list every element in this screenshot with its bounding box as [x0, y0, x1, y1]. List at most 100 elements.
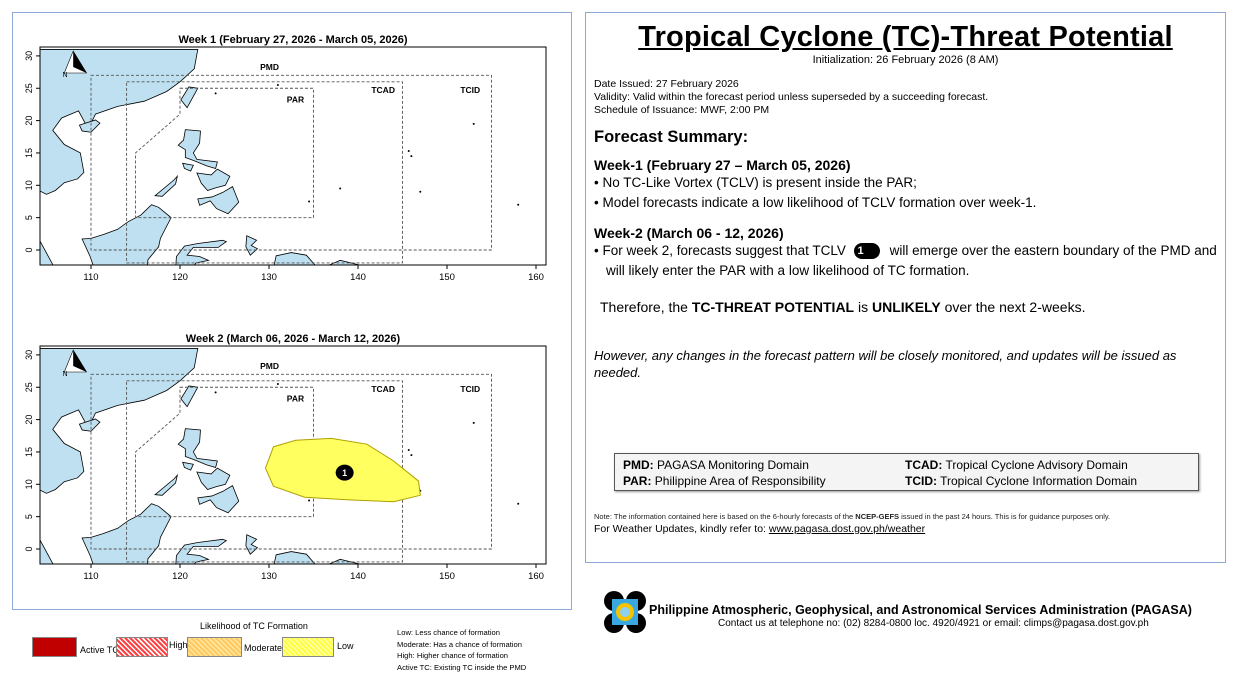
landmass	[40, 539, 54, 564]
tclv-marker	[335, 464, 354, 481]
x-tick-label: 130	[261, 272, 277, 283]
text: over the next 2-weeks.	[940, 299, 1086, 315]
weather-link[interactable]: www.pagasa.dost.gov.ph/weather	[768, 523, 926, 535]
swatch-high	[116, 637, 168, 657]
y-tick-label: 10	[24, 479, 34, 489]
text: issued in the past 24 hours. This is for…	[899, 512, 1111, 521]
par-boundary	[135, 386, 314, 518]
landmass	[177, 428, 218, 468]
explanation-low: Low: Less chance of formation	[397, 628, 500, 637]
week1-bullet: • Model forecasts indicate a low likelih…	[594, 195, 1037, 210]
x-tick-label: 140	[350, 272, 366, 283]
domain-label-par: PAR	[287, 393, 304, 403]
pmd-boundary	[90, 74, 492, 251]
y-tick-label: 5	[24, 514, 34, 519]
landmass	[197, 485, 240, 514]
landmass	[197, 186, 240, 215]
forecast-maps: Week 1 (February 27, 2026 - March 05, 20…	[24, 34, 547, 582]
y-tick-label: 15	[24, 447, 34, 457]
island	[517, 203, 520, 206]
x-tick-label: 120	[172, 571, 188, 582]
domain-name: Tropical Cyclone Advisory Domain	[945, 458, 1128, 472]
domain-name: PAGASA Monitoring Domain	[657, 458, 809, 472]
island	[410, 155, 413, 158]
pagasa-logo	[604, 591, 646, 633]
domain-abbr: PMD:	[623, 458, 654, 472]
validity: Validity: Valid within the forecast peri…	[594, 91, 989, 103]
island	[308, 200, 311, 203]
landmass	[154, 473, 179, 496]
legend-high: High	[169, 640, 188, 650]
map-title: Week 1 (February 27, 2026 - March 05, 20…	[178, 34, 407, 46]
landmass	[78, 119, 101, 133]
landmass	[78, 418, 101, 432]
threat-label: TC-THREAT POTENTIAL	[691, 299, 855, 315]
north-arrow-icon: N	[63, 50, 88, 79]
x-tick-label: 120	[172, 272, 188, 283]
domain-label-tcid: TCID	[460, 384, 480, 394]
landmass	[273, 551, 362, 564]
par-boundary	[135, 87, 314, 219]
swatch-low	[282, 637, 334, 657]
legend-title: Likelihood of TC Formation	[200, 621, 308, 631]
domain-abbr: PAR:	[623, 474, 652, 488]
tcad-boundary	[126, 380, 403, 563]
landmass	[180, 385, 199, 408]
week2-text-cont: will emerge over the eastern boundary of…	[606, 243, 1217, 278]
note: Note: The information contained here is …	[594, 512, 1110, 521]
island	[339, 187, 342, 190]
org-name: Philippine Atmospheric, Geophysical, and…	[649, 603, 1192, 617]
island	[214, 92, 217, 95]
plot-frame	[39, 345, 547, 565]
explanation-high: High: Higher chance of formation	[397, 651, 509, 660]
landmass	[40, 240, 54, 265]
threat-conclusion: Therefore, the TC-THREAT POTENTIAL is UN…	[594, 299, 1217, 315]
swatch-active-tc	[32, 637, 77, 657]
domain-label-tcad: TCAD	[371, 384, 395, 394]
island	[407, 449, 410, 452]
x-tick-label: 160	[528, 272, 544, 283]
threat-level: UNLIKELY	[872, 299, 941, 315]
landmass	[196, 168, 231, 191]
island	[214, 391, 217, 394]
landmass	[40, 49, 199, 195]
schedule: Schedule of Issuance: MWF, 2:00 PM	[594, 104, 770, 116]
north-arrow-icon: N	[63, 349, 88, 378]
x-tick-label: 130	[261, 571, 277, 582]
landmass	[180, 302, 225, 308]
island	[276, 84, 279, 87]
y-tick-label: 20	[24, 116, 34, 126]
explanation-moderate: Moderate: Has a chance of formation	[397, 639, 522, 649]
domain-abbr: TCID:	[905, 474, 937, 488]
legend-low: Low	[337, 641, 354, 651]
island	[407, 150, 410, 153]
y-tick-label: 30	[24, 51, 34, 61]
landmass	[273, 252, 362, 265]
y-tick-label: 0	[24, 247, 34, 252]
week1-bullet: • No TC-Like Vortex (TCLV) is present in…	[594, 175, 917, 190]
y-tick-label: 10	[24, 180, 34, 190]
pmd-boundary	[90, 373, 492, 550]
y-tick-label: 15	[24, 148, 34, 158]
explanation-active-tc: Active TC: Existing TC inside the PMD	[397, 662, 527, 672]
north-label: N	[63, 72, 68, 79]
swatch-moderate	[187, 637, 242, 657]
island	[410, 454, 413, 457]
tclv-label: 1	[342, 468, 347, 478]
legend-moderate: Moderate	[244, 643, 283, 653]
island	[517, 502, 520, 505]
forecast-summary-heading: Forecast Summary:	[594, 128, 749, 146]
island	[419, 190, 422, 193]
x-tick-label: 150	[439, 571, 455, 582]
y-tick-label: 5	[24, 215, 34, 220]
landmass	[154, 174, 179, 197]
island	[472, 122, 475, 125]
landmass	[245, 235, 259, 256]
map-week-1: Week 1 (February 27, 2026 - March 05, 20…	[24, 34, 547, 308]
domain-name: Tropical Cyclone Information Domain	[940, 474, 1138, 488]
week2-text: • For week 2, forecasts suggest that TCL…	[594, 243, 846, 258]
island	[472, 421, 475, 424]
tc-likelihood-legend: Likelihood of TC Formation Active TC Hig…	[0, 615, 580, 695]
domain-label-par: PAR	[287, 94, 304, 104]
week2-bullet: • For week 2, forecasts suggest that TCL…	[594, 241, 1217, 281]
